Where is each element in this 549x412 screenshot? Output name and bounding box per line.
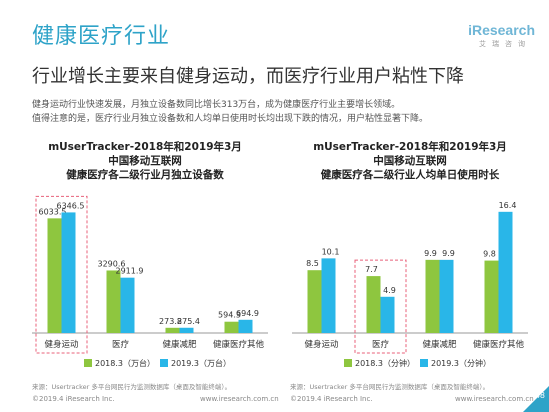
chart-0-legend-label-1: 2019.3（万台） bbox=[171, 358, 231, 368]
chart-0-bar-2-1 bbox=[179, 327, 194, 333]
chart-0-legend-swatch-0 bbox=[84, 359, 92, 367]
chart-1-data-label-3-0: 9.8 bbox=[483, 250, 496, 259]
chart-1-legend-label-0: 2018.3（分钟） bbox=[355, 358, 415, 368]
chart-1-data-label-1-0: 7.7 bbox=[365, 265, 378, 274]
chart-1-bar-3-0 bbox=[484, 260, 499, 333]
chart-1-legend-swatch-1 bbox=[420, 359, 428, 367]
left-chart-title-line-3: 健康医疗各二级行业月独立设备数 bbox=[66, 169, 224, 181]
chart-1-bar-1-1 bbox=[380, 296, 395, 333]
footer-left-copyright: ©2019.4 iResearch Inc. bbox=[32, 395, 115, 403]
iresearch-logo: iResearch 艾瑞咨询 bbox=[451, 22, 535, 48]
left-chart-title-line-2: 中国移动互联网 bbox=[108, 155, 182, 167]
page-number-corner bbox=[523, 386, 549, 412]
chart-1-legend-swatch-0 bbox=[344, 359, 352, 367]
page-title: 健康医疗行业 bbox=[32, 24, 171, 49]
chart-1-data-label-3-1: 16.4 bbox=[499, 201, 517, 210]
chart-0-data-label-1-1: 2911.9 bbox=[116, 267, 144, 276]
chart-0-legend-label-0: 2018.3（万台） bbox=[95, 358, 155, 368]
chart-1-highlight-box bbox=[354, 259, 407, 354]
chart-0-category-label-2: 健康减肥 bbox=[162, 339, 197, 350]
right-chart-title-line-3: 健康医疗各二级行业人均单日使用时长 bbox=[320, 169, 500, 181]
chart-1-legend-label-1: 2019.3（分钟） bbox=[431, 358, 491, 368]
chart-1-data-label-2-0: 9.9 bbox=[424, 249, 437, 258]
right-chart-title-line-1: mUserTracker-2018年和2019年3月 bbox=[313, 141, 507, 153]
chart-0-data-label-1-0: 3290.6 bbox=[98, 259, 126, 268]
chart-0-category-label-0: 健身运动 bbox=[44, 339, 79, 350]
note-line-1: 健身运动行业快速发展，月独立设备数同比增长313万台，成为健康医疗行业主要增长领… bbox=[32, 100, 401, 110]
chart-0-highlight-box bbox=[35, 195, 88, 354]
footer-left-url: www.iresearch.com.cn bbox=[200, 395, 279, 403]
chart-1-bar-0-0 bbox=[307, 270, 322, 333]
chart-0-legend-swatch-1 bbox=[160, 359, 168, 367]
chart-1-data-label-0-1: 10.1 bbox=[322, 247, 340, 256]
footer-right-url: www.iresearch.com.cn bbox=[455, 395, 534, 403]
chart-0-data-label-2-0: 273.8 bbox=[159, 317, 182, 326]
headline: 行业增长主要来自健身运动，而医疗行业用户粘性下降 bbox=[32, 66, 464, 87]
right-chart-title-line-2: 中国移动互联网 bbox=[373, 155, 447, 167]
page-number: 48 bbox=[534, 391, 545, 400]
chart-0-bar-1-1 bbox=[120, 277, 135, 333]
chart-1-category-label-3: 健康医疗其他 bbox=[473, 339, 525, 350]
chart-0-bar-3-1 bbox=[238, 319, 253, 333]
chart-1-bar-1-0 bbox=[366, 276, 381, 333]
chart-0-data-label-3-0: 594.3 bbox=[218, 311, 241, 320]
chart-0-data-label-2-1: 275.4 bbox=[177, 317, 200, 326]
chart-1-bar-3-1 bbox=[498, 211, 513, 333]
chart-1-bar-2-0 bbox=[425, 259, 440, 333]
chart-1-data-label-0-0: 8.5 bbox=[306, 259, 319, 268]
chart-0-bar-1-0 bbox=[106, 270, 121, 333]
chart-1-data-label-2-1: 9.9 bbox=[442, 249, 455, 258]
left-chart-source: 来源：Usertracker 多平台网民行为监测数据库（桌面及智能终端）。 bbox=[32, 383, 232, 391]
chart-1-data-label-1-1: 4.9 bbox=[383, 286, 396, 295]
chart-0-data-label-0-0: 6033.5 bbox=[39, 207, 67, 216]
chart-0-category-label-3: 健康医疗其他 bbox=[213, 339, 265, 350]
chart-0-bar-2-0 bbox=[165, 327, 180, 333]
chart-0-data-label-3-1: 694.9 bbox=[236, 309, 259, 318]
right-chart-title: mUserTracker-2018年和2019年3月 中国移动互联网 健康医疗各… bbox=[285, 140, 535, 182]
logo-subtext: 艾瑞咨询 bbox=[479, 40, 531, 48]
chart-0-category-label-1: 医疗 bbox=[112, 339, 130, 350]
chart-1-category-label-0: 健身运动 bbox=[304, 339, 339, 350]
chart-1-category-label-1: 医疗 bbox=[372, 339, 390, 350]
left-chart-title: mUserTracker-2018年和2019年3月 中国移动互联网 健康医疗各… bbox=[20, 140, 270, 182]
right-chart-source: 来源：Usertracker 多平台网民行为监测数据库（桌面及智能终端）。 bbox=[290, 383, 490, 391]
chart-0-bar-3-0 bbox=[224, 321, 239, 333]
chart-0-bar-0-1 bbox=[61, 212, 76, 333]
left-chart-title-line-1: mUserTracker-2018年和2019年3月 bbox=[48, 141, 242, 153]
chart-1-bar-0-1 bbox=[321, 258, 336, 333]
logo-text: iResearch bbox=[468, 22, 535, 38]
chart-1-bar-2-1 bbox=[439, 259, 454, 333]
footer-right-copyright: ©2019.4 iResearch Inc. bbox=[290, 395, 373, 403]
chart-0-bar-0-0 bbox=[47, 218, 62, 333]
chart-1-category-label-2: 健康减肥 bbox=[422, 339, 457, 350]
note-line-2: 值得注意的是，医疗行业月独立设备数和人均单日使用时长均出现下跌的情况，用户粘性显… bbox=[32, 114, 429, 124]
chart-0-data-label-0-1: 6346.5 bbox=[57, 201, 85, 210]
